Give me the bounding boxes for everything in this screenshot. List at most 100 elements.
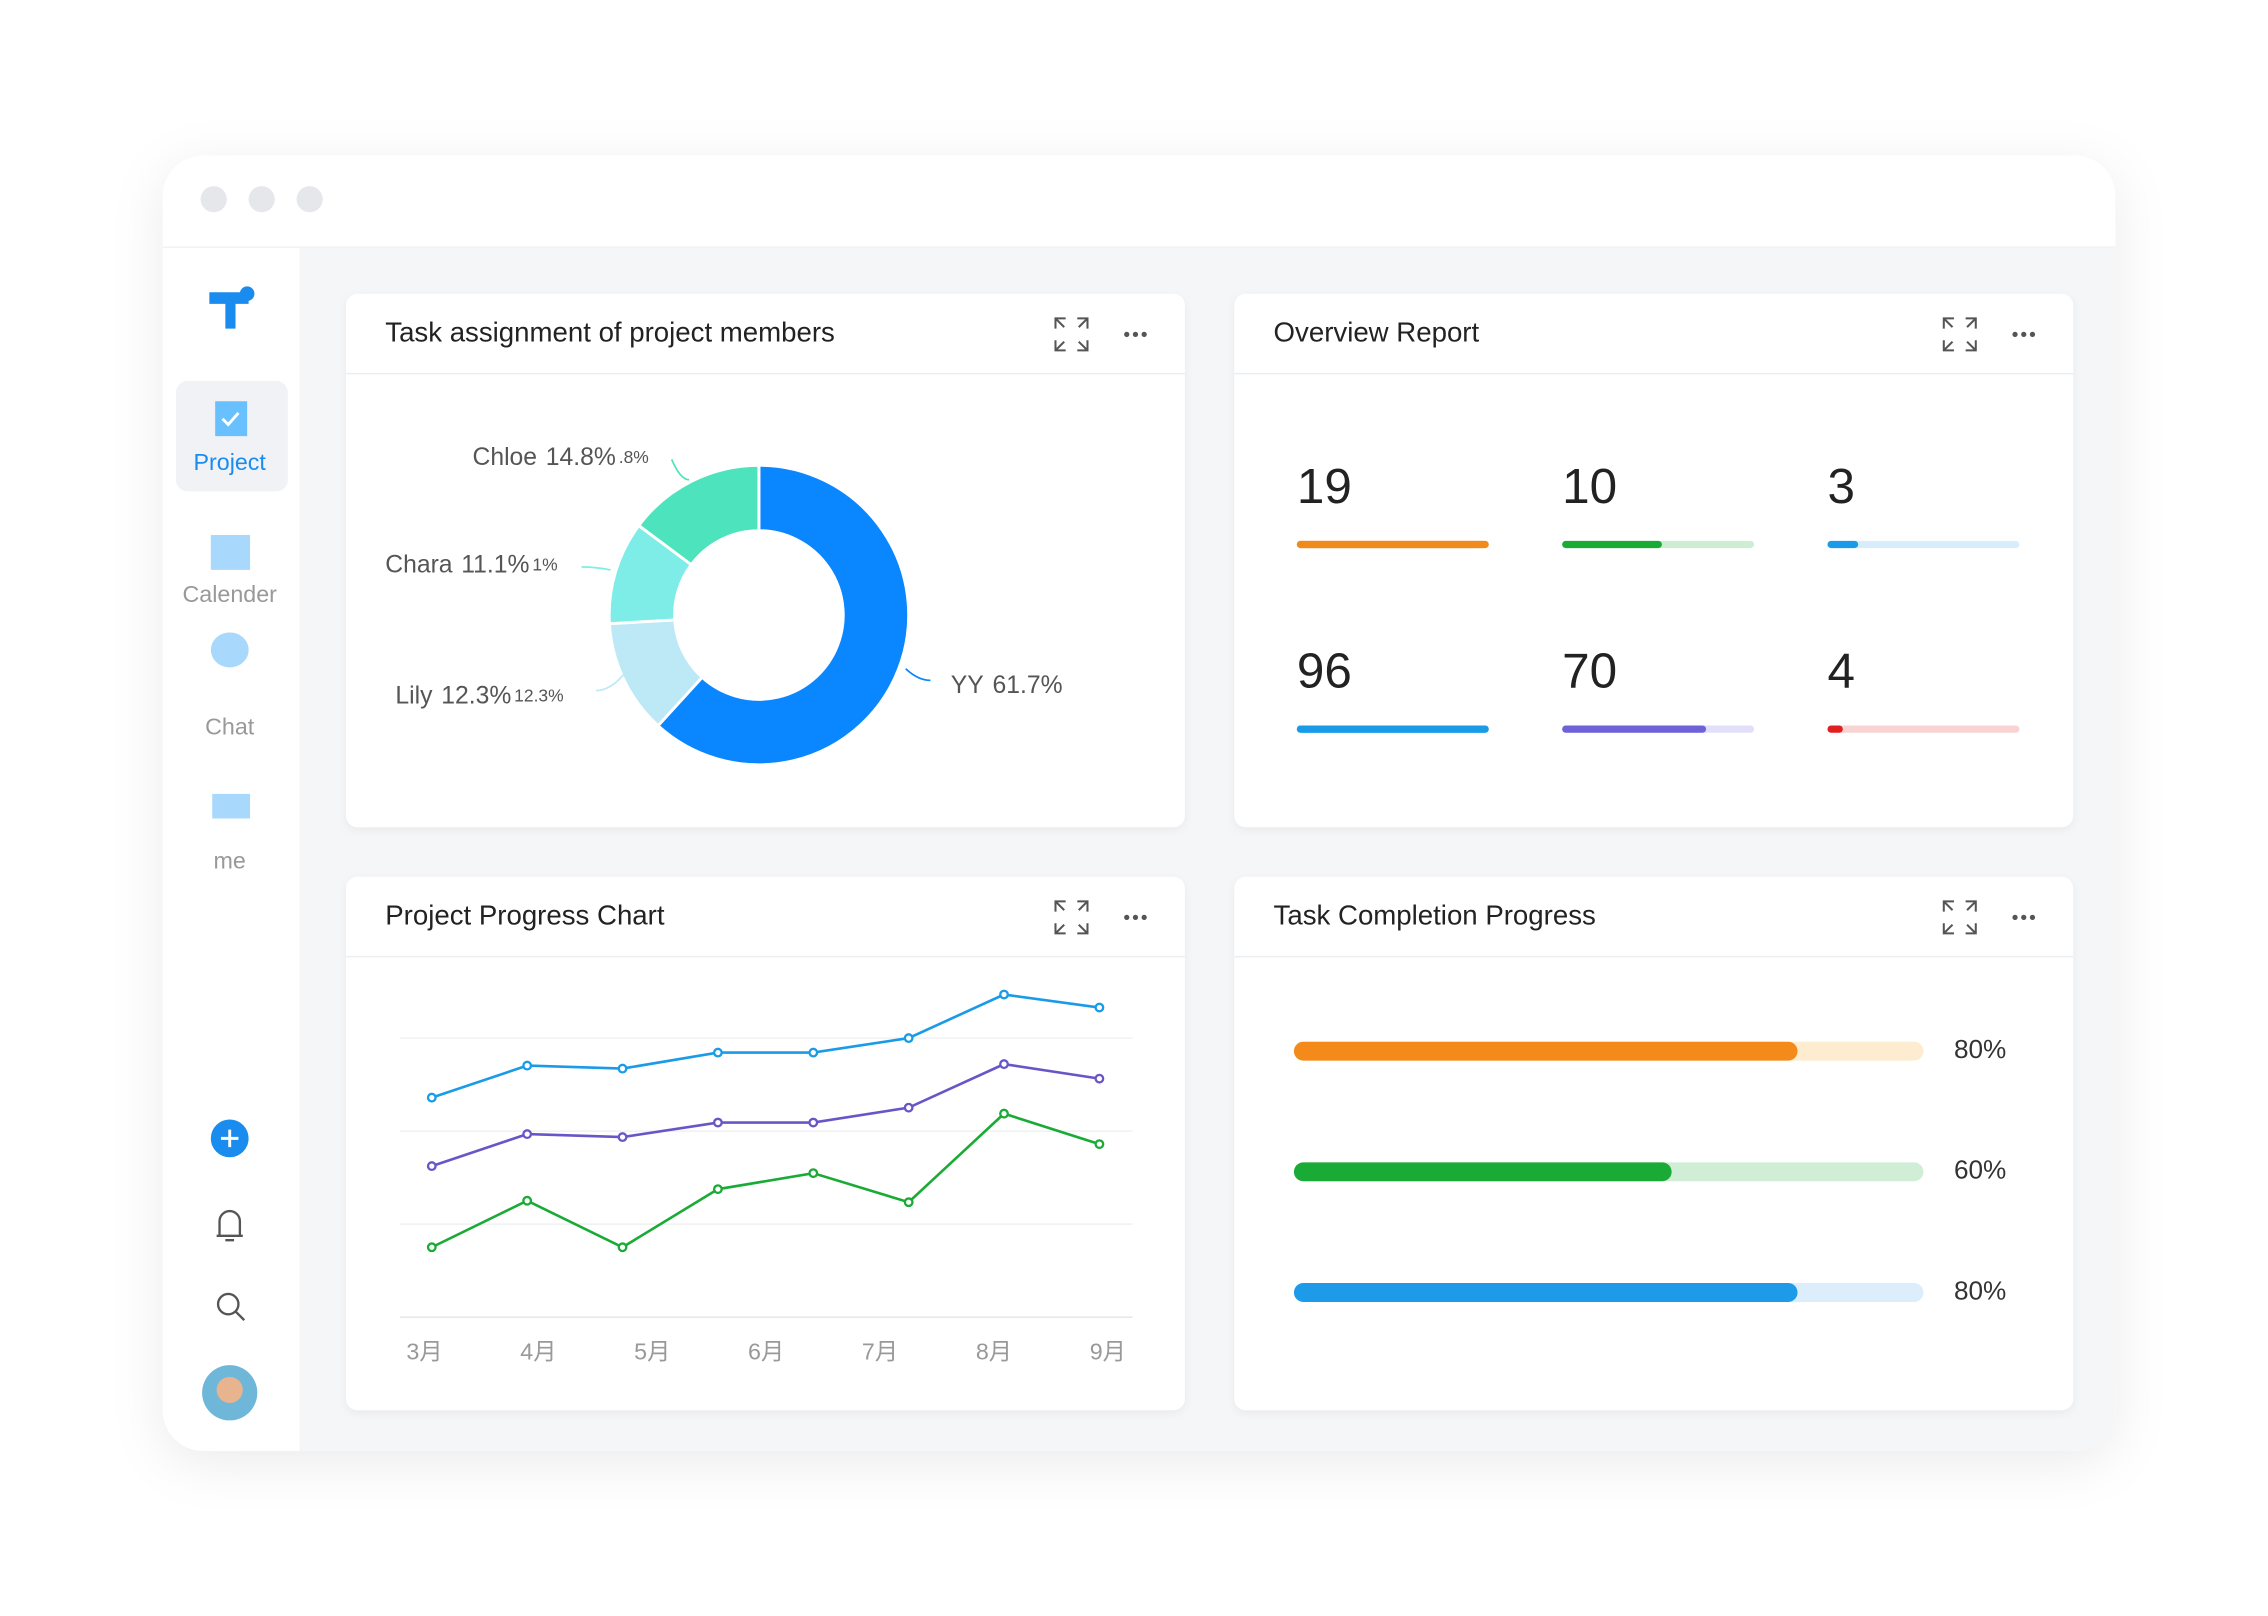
series-point — [999, 989, 1009, 1000]
more-icon-dot[interactable] — [2012, 914, 2018, 921]
expand-icon[interactable] — [1942, 900, 1977, 935]
window-dot[interactable] — [248, 186, 275, 213]
leader-line — [581, 566, 611, 571]
donut-label: Chloe 14.8% .8% — [472, 444, 648, 471]
series-point — [808, 1168, 819, 1179]
series-point — [808, 1047, 819, 1058]
window-dot[interactable] — [200, 186, 227, 213]
donut-label: Chara 11.1% 1% — [385, 551, 557, 578]
more-icon-dot[interactable] — [2021, 914, 2027, 921]
progress-label: 80% — [1954, 1275, 2006, 1305]
x-tick-label: 9月 — [1090, 1339, 1126, 1365]
x-tick-label: 3月 — [406, 1339, 442, 1365]
nav-icon[interactable] — [215, 401, 248, 437]
segment-value: 61.7% — [993, 672, 1063, 699]
avatar-face[interactable] — [216, 1376, 243, 1403]
logo-dot — [239, 286, 255, 301]
series-point — [1094, 1139, 1105, 1150]
stat-value: 10 — [1562, 459, 1617, 514]
leader-line — [596, 674, 625, 692]
x-tick-label: 6月 — [748, 1339, 784, 1365]
more-icon-dot[interactable] — [1132, 331, 1139, 338]
series-point — [617, 1132, 628, 1143]
series-line — [431, 1112, 1100, 1249]
stat-bar — [1827, 725, 1843, 733]
card — [346, 293, 1185, 828]
x-tick-label: 4月 — [520, 1339, 556, 1365]
series-point — [522, 1060, 533, 1071]
leader-line — [670, 459, 690, 481]
search-icon[interactable] — [216, 1292, 240, 1316]
nav-label[interactable]: Project — [194, 449, 267, 475]
nav-label[interactable]: Calender — [183, 581, 278, 607]
stat-bar — [1296, 540, 1489, 549]
nav-icon[interactable] — [210, 632, 249, 668]
card — [1234, 876, 2074, 1411]
card-title: Task Completion Progress — [1274, 900, 1596, 931]
nav-label[interactable]: Chat — [205, 714, 255, 740]
bell-icon[interactable] — [216, 1209, 243, 1242]
series-point — [522, 1195, 533, 1206]
segment-sub-label: 1% — [532, 554, 557, 574]
series-point — [999, 1108, 1009, 1119]
card-title: Project Progress Chart — [385, 900, 665, 931]
series-point — [426, 1242, 437, 1253]
series-point — [617, 1242, 628, 1253]
x-tick-label: 7月 — [862, 1339, 898, 1365]
nav-label[interactable]: me — [214, 847, 246, 873]
stat-value: 96 — [1297, 644, 1352, 699]
stat-track — [1827, 540, 2020, 549]
stat-bar — [1562, 725, 1707, 733]
segment-name: YY — [951, 672, 984, 699]
segment-name: Chloe — [472, 444, 537, 471]
segment-value: 14.8% — [546, 444, 616, 471]
segment-sub-label: 12.3% — [514, 685, 563, 705]
more-icon-dot[interactable] — [2021, 331, 2027, 338]
more-icon-dot[interactable] — [1124, 914, 1130, 921]
progress-bar — [1293, 1162, 1672, 1182]
series-point — [903, 1197, 914, 1208]
series-point — [903, 1033, 914, 1044]
donut-label: YY 61.7% — [951, 672, 1063, 699]
segment-value: 12.3% — [441, 682, 511, 709]
x-tick-label: 5月 — [634, 1339, 670, 1365]
series-point — [522, 1129, 533, 1140]
series-point — [426, 1092, 437, 1103]
segment-name: Lily — [395, 682, 433, 709]
series-point — [808, 1117, 819, 1128]
progress-label: 80% — [1954, 1034, 2006, 1064]
expand-icon[interactable] — [1054, 317, 1089, 352]
donut-label: Lily 12.3% 12.3% — [395, 682, 563, 709]
series-point — [1094, 1002, 1105, 1013]
series-line — [431, 1062, 1100, 1168]
search-handle[interactable] — [234, 1310, 246, 1321]
more-icon-dot[interactable] — [1141, 331, 1147, 338]
progress-label: 60% — [1954, 1155, 2006, 1185]
more-icon-dot[interactable] — [2029, 331, 2036, 338]
logo — [209, 292, 249, 329]
more-icon-dot[interactable] — [1132, 914, 1139, 921]
more-icon-dot[interactable] — [1124, 331, 1130, 338]
donut-segment — [636, 463, 761, 567]
more-icon-dot[interactable] — [2012, 331, 2018, 338]
x-tick-label: 8月 — [976, 1339, 1012, 1365]
more-icon-dot[interactable] — [1141, 914, 1147, 921]
more-icon-dot[interactable] — [2029, 914, 2036, 921]
progress-bar — [1293, 1041, 1798, 1061]
progress-bar — [1293, 1283, 1798, 1302]
series-point — [426, 1161, 437, 1172]
stat-track — [1827, 725, 2020, 733]
card — [346, 876, 1185, 1411]
leader-line — [905, 668, 931, 682]
series-point — [1094, 1073, 1105, 1084]
window-dot[interactable] — [296, 186, 323, 213]
card — [1234, 293, 2074, 828]
nav-icon[interactable] — [210, 535, 251, 570]
expand-icon[interactable] — [1054, 900, 1089, 935]
series-point — [712, 1047, 723, 1058]
add-icon[interactable] — [220, 1129, 239, 1148]
nav-icon[interactable] — [212, 793, 251, 819]
stat-value: 4 — [1827, 644, 1855, 699]
expand-icon[interactable] — [1942, 317, 1977, 352]
